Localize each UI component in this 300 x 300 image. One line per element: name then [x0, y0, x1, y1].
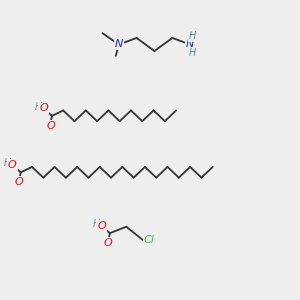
Text: O: O — [39, 103, 48, 113]
Text: O: O — [104, 238, 113, 248]
Text: H: H — [189, 31, 196, 41]
Text: N: N — [115, 40, 123, 50]
Text: H: H — [189, 48, 196, 58]
Text: N: N — [186, 40, 194, 50]
Text: H: H — [92, 219, 100, 229]
Text: O: O — [15, 177, 24, 187]
Text: H: H — [34, 102, 42, 112]
Text: H: H — [3, 158, 11, 168]
Text: O: O — [46, 121, 55, 130]
Text: O: O — [97, 221, 106, 231]
Text: Cl: Cl — [144, 235, 154, 245]
Text: O: O — [8, 160, 17, 170]
